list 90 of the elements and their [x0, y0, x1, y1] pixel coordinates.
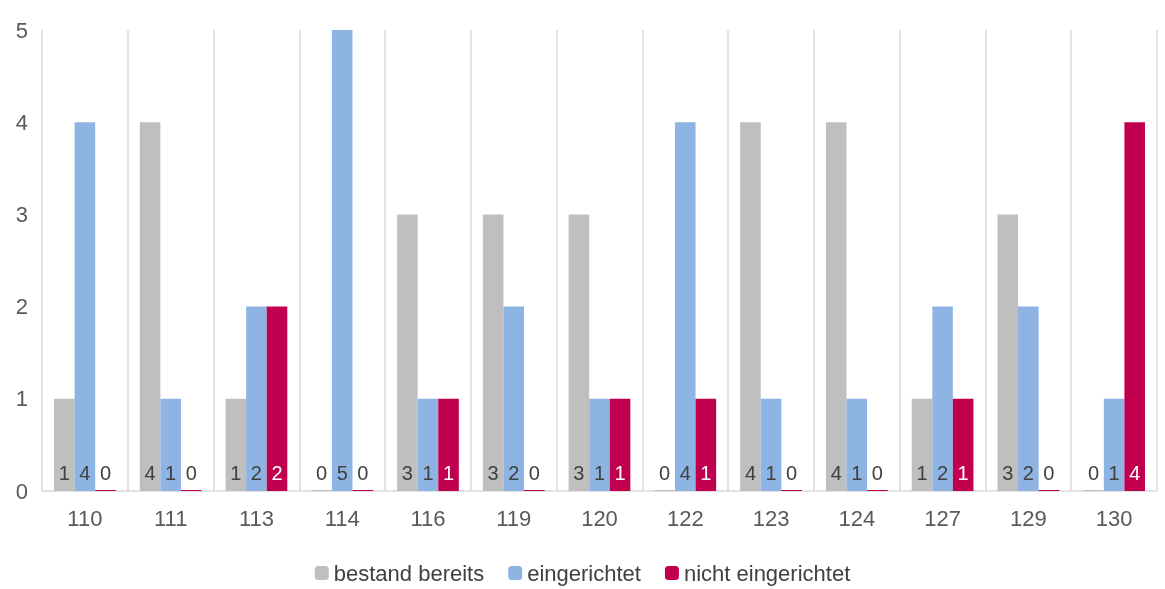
- x-tick-label: 122: [666, 505, 704, 531]
- x-tick-label: 120: [581, 505, 618, 531]
- y-tick-label: 4: [15, 109, 28, 135]
- x-tick-label: 114: [324, 505, 360, 531]
- x-tick-label: 129: [1009, 505, 1047, 531]
- data-label: 1: [916, 462, 928, 484]
- data-label: 3: [573, 462, 585, 484]
- x-tick-label: 123: [752, 505, 790, 531]
- data-label: 3: [1002, 462, 1014, 484]
- bar: [568, 214, 590, 491]
- data-label: 2: [271, 462, 283, 484]
- data-label: 0: [528, 462, 540, 484]
- bar: [846, 398, 868, 491]
- legend-label: nicht eingerichtet: [683, 560, 851, 586]
- x-tick-label: 110: [67, 505, 103, 531]
- data-label: 4: [1129, 462, 1141, 484]
- data-label: 0: [357, 462, 369, 484]
- data-label: 1: [957, 462, 969, 484]
- y-tick-label: 5: [15, 17, 28, 43]
- data-label: 0: [316, 462, 328, 484]
- bar: [932, 306, 953, 491]
- data-label: 1: [165, 462, 177, 484]
- bar: [695, 398, 717, 491]
- bar: [589, 398, 610, 491]
- data-label: 1: [700, 462, 712, 484]
- data-label: 1: [422, 462, 434, 484]
- x-tick-label: 119: [496, 505, 532, 531]
- data-label: 4: [79, 462, 91, 484]
- bar: [331, 30, 353, 491]
- x-tick-label: 116: [410, 505, 446, 531]
- data-label: 1: [230, 462, 242, 484]
- x-tick-label: 111: [153, 505, 188, 531]
- bar: [482, 214, 504, 491]
- bar: [1103, 398, 1125, 491]
- legend-label: eingerichtet: [527, 560, 641, 586]
- y-tick-label: 1: [15, 386, 28, 412]
- bar: [1124, 122, 1145, 491]
- data-label: 1: [614, 462, 626, 484]
- bar: [417, 398, 439, 491]
- data-label: 3: [487, 462, 499, 484]
- bar: [266, 306, 288, 491]
- bar: [438, 398, 459, 491]
- data-label: 4: [144, 462, 156, 484]
- y-tick-label: 2: [15, 294, 28, 320]
- bar: [74, 122, 96, 491]
- x-tick-label: 113: [238, 505, 274, 531]
- data-label: 5: [336, 462, 348, 484]
- bar: [609, 398, 631, 491]
- bar: [503, 306, 525, 491]
- bar: [225, 398, 247, 491]
- data-label: 3: [401, 462, 413, 484]
- bar: [997, 214, 1019, 491]
- data-label: 1: [58, 462, 70, 484]
- bar: [952, 398, 974, 491]
- data-label: 0: [185, 462, 197, 484]
- data-label: 1: [1108, 462, 1120, 484]
- data-label: 1: [765, 462, 777, 484]
- bar: [1018, 306, 1039, 491]
- bar: [825, 122, 847, 491]
- legend-label: bestand bereits: [333, 560, 485, 586]
- data-label: 1: [593, 462, 606, 484]
- bar: [674, 122, 696, 491]
- data-label: 4: [744, 462, 757, 484]
- data-label: 0: [659, 462, 671, 484]
- bar: [740, 122, 761, 491]
- y-tick-label: 0: [15, 478, 28, 504]
- data-label: 0: [786, 462, 798, 484]
- data-label: 0: [871, 462, 883, 484]
- bar: [397, 214, 418, 491]
- data-label: 1: [442, 462, 455, 484]
- data-label: 2: [937, 462, 949, 484]
- bar: [911, 398, 933, 491]
- bar: [246, 306, 267, 491]
- data-label: 1: [851, 462, 863, 484]
- data-label: 4: [679, 462, 691, 484]
- bar: [760, 398, 782, 491]
- x-tick-label: 124: [838, 505, 876, 531]
- data-label: 0: [99, 462, 112, 484]
- bar: [160, 398, 181, 491]
- x-tick-label: 127: [924, 505, 961, 531]
- data-label: 0: [1087, 462, 1100, 484]
- x-tick-label: 130: [1095, 505, 1133, 531]
- bar: [139, 122, 161, 491]
- data-label: 2: [508, 462, 520, 484]
- data-label: 0: [1043, 462, 1055, 484]
- y-tick-label: 3: [15, 201, 28, 227]
- data-label: 2: [250, 462, 262, 484]
- data-label: 4: [830, 462, 842, 484]
- bar: [54, 398, 75, 491]
- data-label: 2: [1022, 462, 1034, 484]
